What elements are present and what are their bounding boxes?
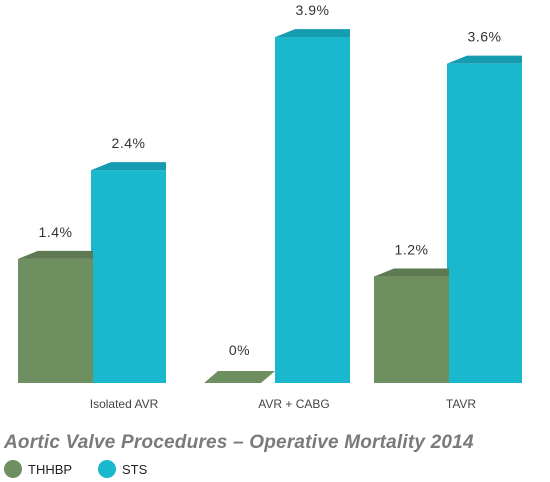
chart-title: Aortic Valve Procedures – Operative Mort… xyxy=(3,432,474,453)
bar-thhbp-1 xyxy=(18,250,93,383)
bar-top-sts-1 xyxy=(91,162,166,171)
bar-top-thhbp-3 xyxy=(374,268,449,277)
category-label-3: TAVR xyxy=(446,397,477,411)
bar-top-sts-3 xyxy=(447,55,522,64)
bar-front-thhbp-1 xyxy=(18,258,93,383)
bar-sts-3 xyxy=(447,55,522,384)
value-label-sts-1: 2.4% xyxy=(112,135,146,151)
bar-top-thhbp-1 xyxy=(18,250,93,259)
value-labels-layer: 2.4% 1.4% 3.9% 0% 3.6% 1.2% xyxy=(39,2,502,358)
bars-layer xyxy=(18,29,522,384)
bar-front-sts-3 xyxy=(447,63,522,384)
bar-flat-thhbp-2 xyxy=(204,371,275,383)
legend-swatch-sts xyxy=(98,460,116,478)
legend-label-sts: STS xyxy=(122,462,148,477)
bar-front-thhbp-3 xyxy=(374,276,449,383)
bar-front-sts-1 xyxy=(91,170,166,383)
bar-thhbp-3 xyxy=(374,268,449,383)
bar-front-sts-2 xyxy=(275,37,350,383)
bar-sts-1 xyxy=(91,162,166,383)
bar-sts-2 xyxy=(275,29,350,383)
value-label-sts-3: 3.6% xyxy=(468,29,502,45)
value-label-thhbp-3: 1.2% xyxy=(395,242,429,258)
legend: THHBP STS xyxy=(4,460,148,478)
value-label-sts-2: 3.9% xyxy=(296,2,330,18)
category-label-1: Isolated AVR xyxy=(90,397,159,411)
value-label-thhbp-2: 0% xyxy=(229,342,250,358)
value-label-thhbp-1: 1.4% xyxy=(39,224,73,240)
bar-thhbp-2 xyxy=(204,371,275,383)
category-labels-layer: Isolated AVR AVR + CABG TAVR xyxy=(90,397,477,411)
bar-top-sts-2 xyxy=(275,29,350,38)
legend-label-thhbp: THHBP xyxy=(28,462,72,477)
legend-swatch-thhbp xyxy=(4,460,22,478)
category-label-2: AVR + CABG xyxy=(258,397,329,411)
